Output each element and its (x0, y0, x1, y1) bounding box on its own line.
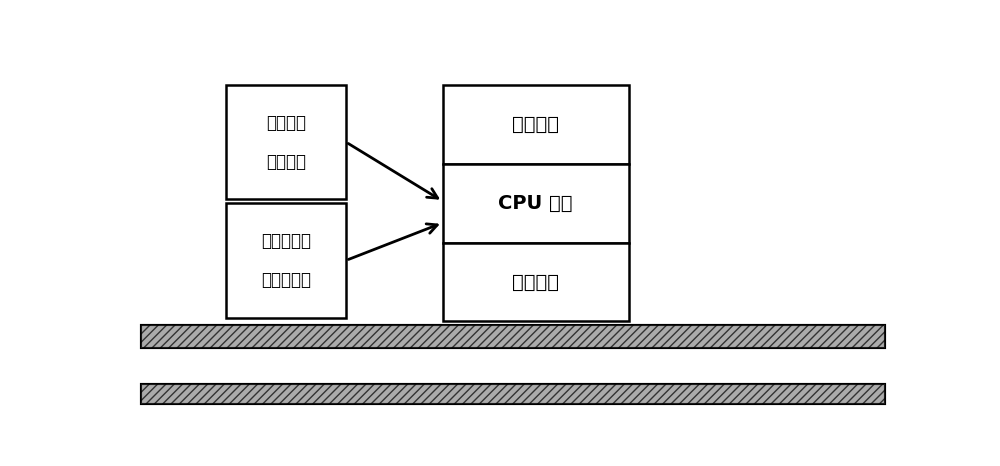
Text: 油管外壁温: 油管外壁温 (261, 232, 311, 250)
Bar (140, 384, 885, 404)
Text: 测量模块: 测量模块 (266, 152, 306, 171)
Bar (140, 325, 885, 349)
Bar (443, 164, 629, 242)
Text: 面板显示: 面板显示 (512, 115, 559, 134)
Text: 电池模块: 电池模块 (512, 273, 559, 291)
Text: 度测量模块: 度测量模块 (261, 271, 311, 289)
Bar (443, 85, 629, 164)
Text: 环境温度: 环境温度 (266, 114, 306, 131)
Bar (140, 384, 885, 404)
Bar (226, 85, 346, 199)
Bar (443, 242, 629, 322)
Bar (140, 325, 885, 349)
Bar (226, 203, 346, 318)
Text: CPU 模块: CPU 模块 (498, 193, 573, 212)
